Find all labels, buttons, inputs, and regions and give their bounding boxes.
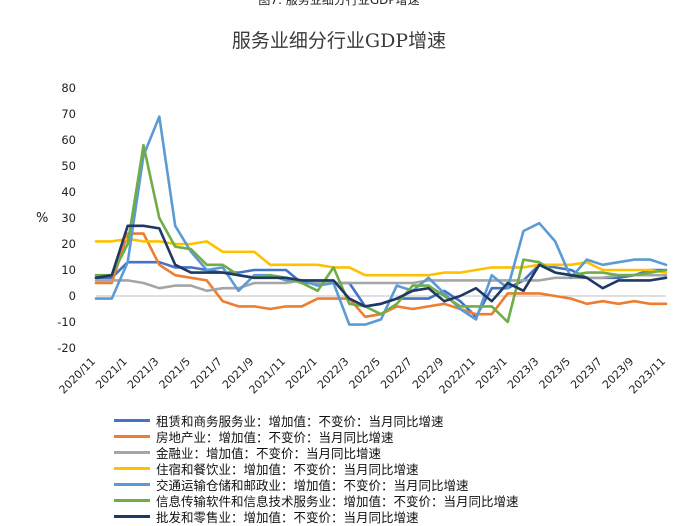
series-lines <box>94 115 668 326</box>
y-tick-label: -20 <box>57 341 76 355</box>
y-tick-label: 40 <box>61 185 76 199</box>
y-tick-label: 60 <box>61 133 76 147</box>
y-tick-label: 70 <box>61 107 76 121</box>
legend-item: 金融业：增加值：不变价：当月同比增速 <box>114 444 382 461</box>
legend-swatch <box>114 418 150 422</box>
series-line-7 <box>94 224 668 308</box>
legend-swatch <box>114 498 150 502</box>
y-axis-label: % <box>36 211 48 226</box>
y-tick-label: 0 <box>69 289 76 303</box>
x-tick-label: 2022/7 <box>378 355 415 392</box>
legend-swatch <box>114 466 150 470</box>
x-tick-label: 2023/1 <box>473 355 510 392</box>
x-tick-label: 2021/5 <box>157 355 194 392</box>
y-tick-labels: -20 -10 0 10 20 30 40 50 60 70 80 <box>57 81 76 355</box>
x-tick-label: 2022/5 <box>347 355 384 392</box>
x-tick-label: 2023/5 <box>537 355 574 392</box>
legend-label: 批发和零售业：增加值：不变价：当月同比增速 <box>156 509 419 525</box>
legend-item: 房地产业：增加值：不变价：当月同比增速 <box>114 428 394 445</box>
x-tick-label: 2021/3 <box>125 355 162 392</box>
x-tick-label: 2023/7 <box>568 355 605 392</box>
legend-item: 批发和零售业：增加值：不变价：当月同比增速 <box>114 508 419 525</box>
y-tick-label: 80 <box>61 81 76 95</box>
legend-swatch <box>114 434 150 438</box>
x-tick-label: 2022/3 <box>315 355 352 392</box>
legend-label: 金融业：增加值：不变价：当月同比增速 <box>156 445 382 461</box>
y-tick-label: 50 <box>61 159 76 173</box>
legend-swatch <box>114 450 150 454</box>
series-line-6 <box>94 143 668 324</box>
series-line-5 <box>94 115 668 326</box>
x-tick-label: 2020/11 <box>57 355 99 397</box>
figure-caption: 图7: 服务业细分行业GDP增速 <box>258 0 420 7</box>
legend-label: 租赁和商务服务业：增加值：不变价：当月同比增速 <box>156 413 444 429</box>
legend-swatch <box>114 514 150 518</box>
x-tick-label: 2021/1 <box>93 355 130 392</box>
y-tick-label: -10 <box>57 315 76 329</box>
x-tick-label: 2022/1 <box>283 355 320 392</box>
y-tick-label: 30 <box>61 211 76 225</box>
legend-item: 租赁和商务服务业：增加值：不变价：当月同比增速 <box>114 412 444 429</box>
series-line-4 <box>94 237 668 277</box>
x-tick-label: 2021/7 <box>188 355 225 392</box>
legend-swatch <box>114 482 150 486</box>
y-tick-label: 20 <box>61 237 76 251</box>
legend-label: 房地产业：增加值：不变价：当月同比增速 <box>156 429 394 445</box>
chart-title: 服务业细分行业GDP增速 <box>231 30 447 52</box>
y-tick-label: 10 <box>61 263 76 277</box>
x-tick-labels: 2020/112021/12021/32021/52021/72021/9202… <box>57 355 669 397</box>
x-tick-label: 2023/3 <box>505 355 542 392</box>
series-line-1 <box>94 260 668 319</box>
